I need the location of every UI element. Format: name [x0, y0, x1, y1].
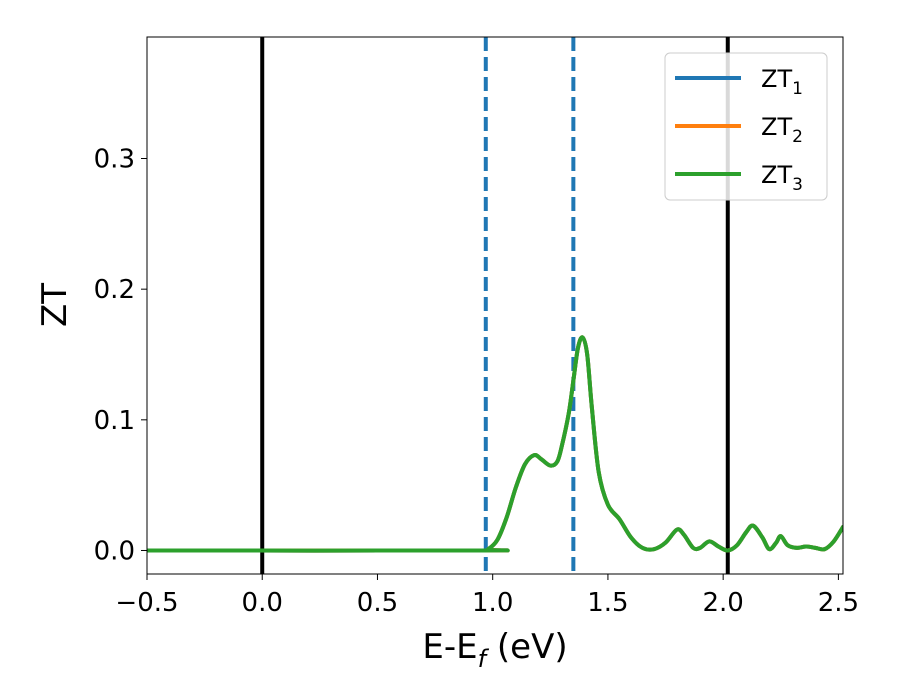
- legend-label-zt1: ZT1: [761, 65, 803, 99]
- legend-label-zt2: ZT2: [761, 113, 803, 147]
- x-tick-label: 0.0: [242, 588, 283, 618]
- x-tick-label: 0.5: [357, 588, 398, 618]
- x-tick-label: 1.0: [472, 588, 513, 618]
- y-tick-label: 0.3: [94, 145, 135, 175]
- legend: ZT1 ZT2 ZT3: [664, 52, 828, 201]
- y-tick-label: 0.0: [94, 536, 135, 566]
- y-axis-label: ZT: [35, 283, 75, 327]
- x-tick-label: 2.5: [818, 588, 859, 618]
- legend-label-zt3: ZT3: [761, 161, 803, 195]
- x-axis-label: E-Ef (eV): [422, 627, 567, 673]
- x-tick-label: 1.5: [587, 588, 628, 618]
- y-tick-label: 0.2: [94, 275, 135, 305]
- x-tick-label: −0.5: [115, 588, 178, 618]
- y-axis-ticks: 0.0 0.1 0.2 0.3: [94, 145, 147, 566]
- x-tick-label: 2.0: [702, 588, 743, 618]
- series-line-zt3: [147, 335, 843, 553]
- y-tick-label: 0.1: [94, 406, 135, 436]
- x-axis-ticks: −0.5 0.0 0.5 1.0 1.5 2.0 2.5: [115, 574, 859, 618]
- plot-frame: [146, 36, 844, 575]
- legend-box: [664, 52, 828, 201]
- series-lines: [147, 335, 843, 553]
